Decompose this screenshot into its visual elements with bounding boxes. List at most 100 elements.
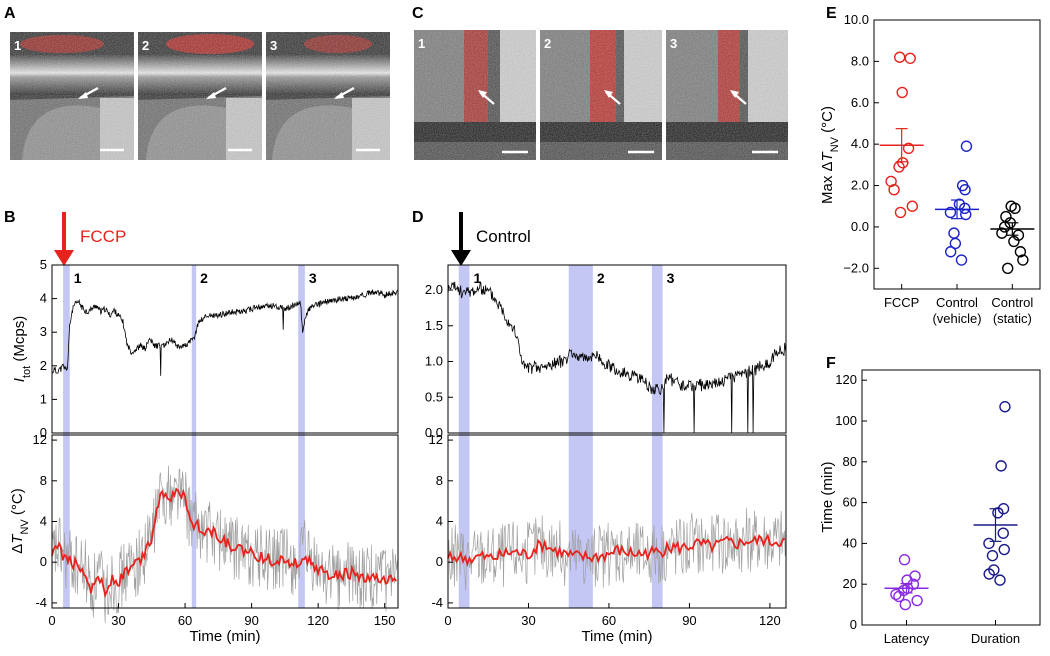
xtick-label: 0 [444, 613, 451, 628]
bottom-ytick-label: 12 [429, 432, 443, 447]
top-ytick-label: 1.5 [425, 318, 443, 333]
micrographs-a: 1 2 3 [10, 32, 390, 160]
data-point [907, 578, 920, 590]
top-ytick-label: 0.5 [425, 389, 443, 404]
data-point [904, 52, 916, 64]
x-axis-label: Time (min) [189, 628, 260, 645]
top-axes-frame [447, 264, 787, 434]
xtick-label: 60 [178, 613, 192, 628]
top-ytick-label: 0 [40, 425, 47, 440]
micrograph-a3: 3 [266, 32, 390, 160]
data-point [902, 142, 915, 154]
micrograph-a2-number: 2 [142, 38, 149, 53]
data-point [948, 227, 960, 239]
category-label-line: (static) [993, 311, 1032, 326]
y-axis-label-part: (°C) [819, 106, 836, 137]
bottom-ytick-label: 8 [436, 473, 443, 488]
panel-label-f: F [826, 355, 836, 372]
fccp-label: FCCP [80, 227, 126, 246]
bottom-ytick-label: 12 [33, 432, 47, 447]
micrograph-c3: 3 [666, 30, 788, 160]
category-label: FCCP [884, 295, 919, 310]
control-label: Control [476, 227, 531, 246]
category-label: Latency [884, 631, 930, 646]
panel-label-a: A [4, 5, 16, 22]
data-point [906, 200, 918, 212]
y-axis-label-part: Max Δ [819, 161, 836, 204]
shaded-window-label-1: 1 [74, 270, 82, 286]
data-point [911, 594, 923, 607]
ytick-label: −2.0 [843, 260, 869, 275]
micrograph-c3-number: 3 [670, 36, 677, 51]
data-point [896, 86, 908, 99]
shaded-window-3 [651, 265, 663, 608]
category-label-line: FCCP [884, 295, 919, 310]
shaded-window-label-2: 2 [597, 270, 605, 286]
ytick-label: 120 [835, 372, 857, 387]
data-point [959, 202, 971, 215]
bottom-axes-frame [447, 434, 787, 609]
top-ytick-label: 3 [40, 324, 47, 339]
bottom-ytick-label: 4 [40, 514, 47, 529]
top-ytick-label: 0.0 [425, 425, 443, 440]
micrograph-a3-number: 3 [270, 38, 277, 53]
data-point [997, 527, 1009, 539]
shaded-window-label-3: 3 [309, 270, 317, 286]
shaded-window-label-2: 2 [200, 270, 208, 286]
temperature-raw-trace [447, 507, 787, 591]
ytick-label: 100 [835, 413, 857, 428]
data-point [893, 590, 905, 603]
data-point [999, 221, 1011, 233]
top-y-axis-label: Itot (Mcps) [11, 316, 33, 382]
ytick-label: 0.0 [851, 219, 869, 234]
ytick-label: 60 [843, 495, 857, 510]
data-point [996, 227, 1008, 239]
data-point [999, 401, 1011, 413]
xtick-label: 120 [307, 613, 329, 628]
data-point [888, 183, 900, 196]
data-point [960, 208, 972, 221]
data-point [983, 568, 995, 580]
micrograph-c1-number: 1 [418, 36, 425, 51]
top-y-axis-label-part: tot [21, 366, 33, 378]
y-axis-label-part: Time (min) [819, 461, 836, 532]
bottom-ytick-label: 0 [436, 554, 443, 569]
data-point [894, 51, 906, 63]
temperature-smoothed-trace [447, 533, 785, 568]
data-point [992, 507, 1004, 519]
xtick-label: 0 [48, 613, 55, 628]
data-point [1002, 262, 1014, 275]
panel-label-e: E [826, 5, 837, 22]
data-point [894, 206, 907, 219]
axes-frame [861, 369, 1041, 626]
top-ytick-label: 4 [40, 291, 47, 306]
shaded-window-1 [458, 265, 470, 608]
data-point [983, 537, 995, 550]
category-label-line: Control [936, 295, 978, 310]
intensity-trace [447, 281, 787, 434]
shaded-window-2 [568, 265, 593, 608]
micrograph-a2: 2 [138, 32, 262, 160]
bottom-ytick-label: 4 [436, 514, 443, 529]
bottom-y-axis-label-part: T [9, 533, 26, 544]
micrograph-c1: 1 [414, 30, 536, 160]
data-point [944, 206, 957, 219]
top-ytick-label: 1 [40, 391, 47, 406]
bottom-ytick-label: -4 [35, 595, 47, 610]
shaded-window-1 [63, 265, 70, 608]
top-ytick-label: 5 [40, 257, 47, 272]
top-ytick-label: 1.0 [425, 354, 443, 369]
shaded-window-2 [191, 265, 197, 608]
xtick-label: 90 [682, 613, 696, 628]
category-label-line: (vehicle) [932, 311, 981, 326]
top-y-axis-label-part: I [11, 378, 28, 382]
category-label-line: Control [991, 295, 1033, 310]
xtick-label: 60 [602, 613, 616, 628]
bottom-y-axis-label: ΔTNV (°C) [9, 488, 31, 553]
panel-label-c: C [412, 5, 424, 22]
bottom-y-axis-label-part: Δ [9, 544, 26, 554]
xtick-label: 150 [374, 613, 396, 628]
